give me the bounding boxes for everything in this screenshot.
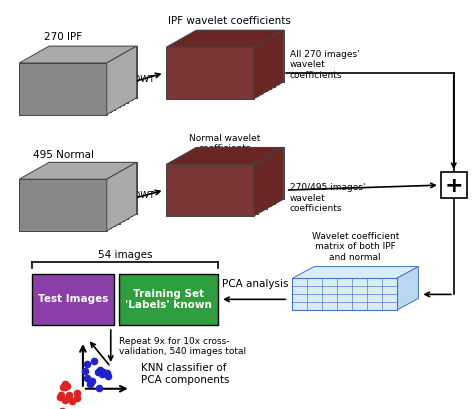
Polygon shape [166, 30, 284, 47]
FancyBboxPatch shape [441, 172, 466, 198]
Polygon shape [19, 46, 137, 63]
Polygon shape [107, 162, 137, 231]
Text: KNN classifier of
PCA components: KNN classifier of PCA components [141, 363, 229, 384]
Text: Repeat 9x for 10x cross-
validation, 540 images total: Repeat 9x for 10x cross- validation, 540… [118, 337, 246, 357]
Polygon shape [397, 267, 419, 310]
Polygon shape [166, 147, 284, 164]
Polygon shape [19, 179, 107, 231]
Text: 54 images: 54 images [98, 249, 153, 260]
Polygon shape [19, 162, 137, 179]
Polygon shape [166, 164, 254, 216]
FancyBboxPatch shape [118, 274, 218, 325]
Text: Test Images: Test Images [38, 294, 108, 304]
Polygon shape [107, 46, 137, 115]
Polygon shape [292, 267, 419, 279]
Text: 270/495 images'
wavelet
coefficients: 270/495 images' wavelet coefficients [290, 183, 365, 213]
Text: Wavelet coefficient
matrix of both IPF
and normal: Wavelet coefficient matrix of both IPF a… [311, 232, 399, 262]
Polygon shape [292, 279, 397, 310]
Text: Training Set
'Labels' known: Training Set 'Labels' known [125, 289, 212, 310]
Polygon shape [166, 47, 254, 99]
Text: 2D DWT: 2D DWT [118, 191, 155, 200]
Text: 2D DWT: 2D DWT [118, 75, 155, 84]
Text: PCA analysis: PCA analysis [222, 279, 288, 290]
Text: Normal wavelet
coefficients: Normal wavelet coefficients [190, 134, 261, 153]
Text: +: + [445, 176, 463, 196]
FancyBboxPatch shape [32, 274, 114, 325]
Text: 270 IPF: 270 IPF [44, 32, 82, 42]
Polygon shape [254, 147, 284, 216]
Text: IPF wavelet coefficients: IPF wavelet coefficients [168, 16, 291, 26]
Polygon shape [19, 63, 107, 115]
Polygon shape [254, 30, 284, 99]
Text: All 270 images'
wavelet
coefficients: All 270 images' wavelet coefficients [290, 50, 359, 80]
Text: 495 Normal: 495 Normal [33, 150, 93, 160]
